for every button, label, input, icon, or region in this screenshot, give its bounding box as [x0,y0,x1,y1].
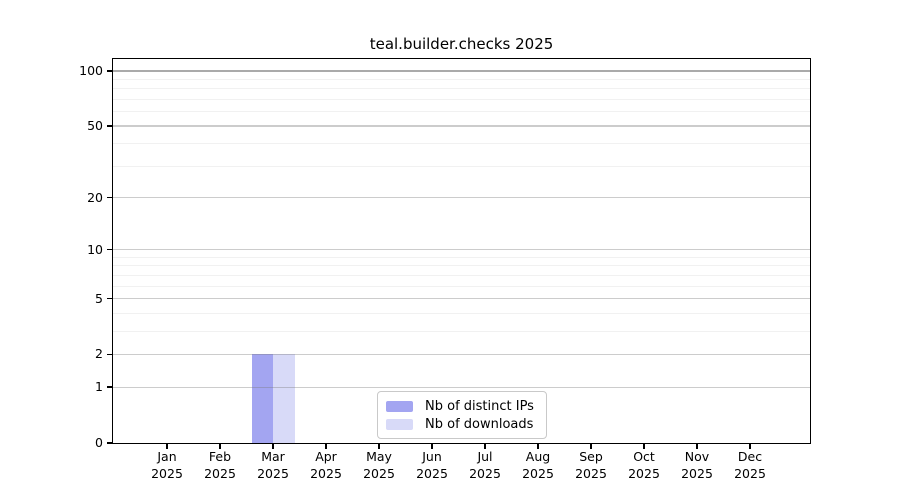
y-tick-5 [107,297,112,300]
gridline-major-100 [113,70,810,72]
x-tick-jul [484,444,486,449]
x-tick-sep [590,444,592,449]
x-tick-month: Aug [525,449,551,464]
chart-title: teal.builder.checks 2025 [369,35,554,53]
y-tick-label-5: 5 [95,290,103,306]
x-tick-jun [431,444,433,449]
x-tick-month: Dec [737,449,763,464]
gridline-major-10 [113,249,810,251]
y-tick-label-2: 2 [95,346,103,362]
x-tick-label-jun: Jun 2025 [400,449,464,482]
gridline-minor-80 [113,88,810,90]
x-tick-apr [325,444,327,449]
legend-swatch-distinct-ips-icon [386,400,413,412]
x-tick-month: Apr [315,449,337,464]
x-tick-year: 2025 [628,465,660,481]
y-tick-20 [107,196,112,199]
x-tick-oct [643,444,645,449]
x-tick-month: Oct [633,449,655,464]
x-tick-year: 2025 [522,465,554,481]
x-tick-nov [696,444,698,449]
gridline-major-50 [113,125,810,127]
x-tick-year: 2025 [416,465,448,481]
x-tick-year: 2025 [575,465,607,481]
y-tick-label-100: 100 [79,62,103,78]
gridline-minor-70 [113,98,810,100]
x-tick-label-feb: Feb 2025 [188,449,252,482]
x-tick-year: 2025 [734,465,766,481]
x-tick-month: Jun [422,449,442,464]
y-tick-label-0: 0 [95,435,103,450]
bar-distinct-ips-mar [251,354,273,443]
x-tick-dec [749,444,751,449]
x-tick-month: Sep [579,449,603,464]
x-tick-month: Nov [684,449,710,464]
legend-item-downloads: Nb of downloads [386,415,538,433]
gridline-major-5 [113,298,810,300]
legend-label-downloads: Nb of downloads [425,416,534,432]
gridline-major-20 [113,197,810,199]
legend-label-distinct-ips: Nb of distinct IPs [425,398,534,414]
x-tick-label-may: May 2025 [347,449,411,482]
x-tick-feb [219,444,221,449]
x-tick-month: Mar [261,449,285,464]
y-tick-label-10: 10 [87,241,103,257]
x-tick-may [378,444,380,449]
x-tick-label-sep: Sep 2025 [559,449,623,482]
gridline-minor-30 [113,165,810,167]
x-tick-year: 2025 [363,465,395,481]
gridline-minor-4 [113,312,810,314]
gridline-minor-6 [113,285,810,287]
x-tick-month: Jul [477,449,493,464]
x-tick-label-nov: Nov 2025 [665,449,729,482]
y-tick-100 [107,70,112,72]
gridline-minor-3 [113,330,810,332]
x-tick-year: 2025 [204,465,236,481]
y-tick-label-1: 1 [95,379,103,395]
x-tick-label-jul: Jul 2025 [453,449,517,482]
x-tick-year: 2025 [681,465,713,481]
gridline-minor-8 [113,265,810,267]
x-tick-year: 2025 [310,465,342,481]
x-tick-label-jan: Jan 2025 [135,449,199,482]
legend-item-distinct-ips: Nb of distinct IPs [386,397,538,415]
gridline-minor-60 [113,111,810,113]
x-tick-label-oct: Oct 2025 [612,449,676,482]
y-tick-label-50: 50 [87,117,103,133]
x-tick-year: 2025 [257,465,289,481]
y-tick-0 [107,442,112,444]
gridline-minor-9 [113,256,810,258]
gridline-minor-90 [113,78,810,80]
x-tick-month: Jan [157,449,177,464]
x-tick-aug [537,444,539,449]
y-tick-50 [107,125,112,127]
y-tick-1 [107,386,112,388]
y-tick-2 [107,353,112,356]
x-tick-month: Feb [208,449,232,464]
x-tick-year: 2025 [469,465,501,481]
gridline-major-1 [113,386,810,388]
x-tick-label-dec: Dec 2025 [718,449,782,482]
y-tick-10 [107,248,112,251]
legend-swatch-downloads-icon [386,418,413,430]
x-tick-jan [166,444,168,449]
bar-downloads-mar [273,354,295,443]
gridline-major-2 [113,353,810,356]
x-tick-month: May [366,449,392,464]
y-tick-label-20: 20 [87,189,103,205]
x-tick-year: 2025 [151,465,183,481]
gridline-minor-7 [113,274,810,276]
gridline-minor-40 [113,143,810,145]
x-tick-label-apr: Apr 2025 [294,449,358,482]
x-tick-label-mar: Mar 2025 [241,449,305,482]
legend: Nb of distinct IPs Nb of downloads [377,391,547,439]
x-tick-mar [272,444,274,449]
x-tick-label-aug: Aug 2025 [506,449,570,482]
